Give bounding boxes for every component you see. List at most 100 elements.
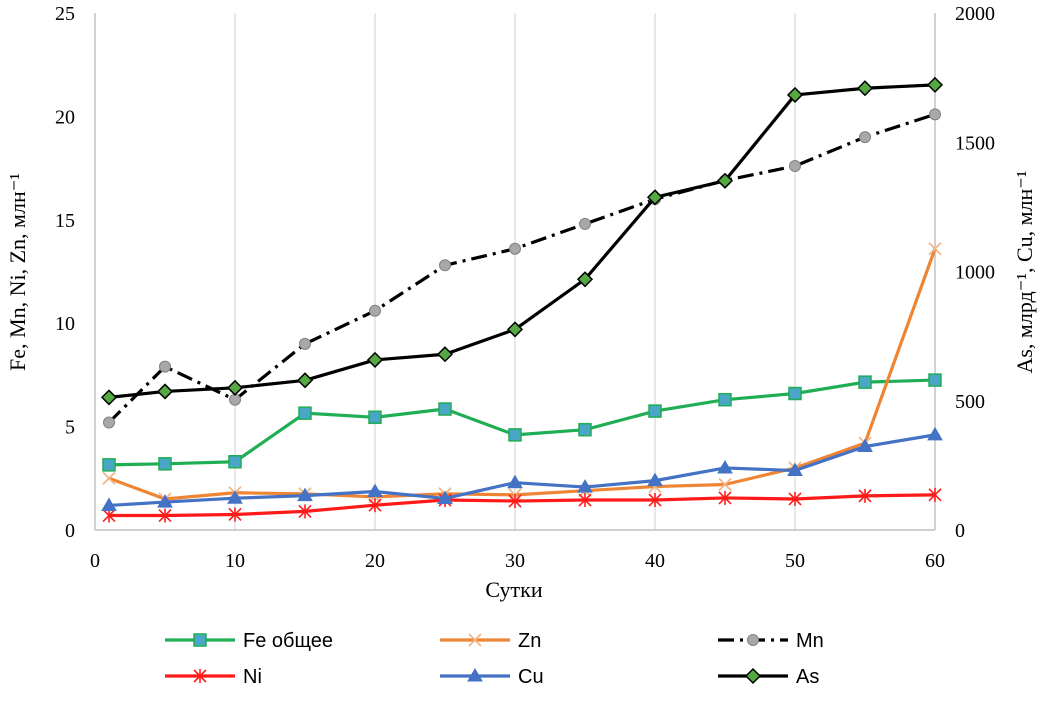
data-point-as xyxy=(100,389,118,406)
x-axis-title: Сутки xyxy=(485,577,542,602)
legend-marker-cu xyxy=(467,668,483,682)
data-point-cu xyxy=(647,472,663,487)
legend-marker-ni xyxy=(193,669,207,683)
legend-label-fe-общее: Fe общее xyxy=(243,630,333,652)
series-as xyxy=(100,76,944,406)
data-point-fe-общее xyxy=(928,373,942,387)
y-left-tick-label: 10 xyxy=(55,313,75,335)
data-point-cu xyxy=(927,426,943,441)
data-point-cu xyxy=(227,490,243,504)
data-point-mn xyxy=(579,217,591,230)
x-tick-label: 20 xyxy=(365,550,385,572)
data-point-fe-общее xyxy=(578,422,592,437)
y-left-tick-label: 20 xyxy=(55,106,75,128)
data-point-mn xyxy=(103,416,115,429)
legend-item-fe-общее: Fe общее xyxy=(165,630,333,652)
data-point-ni xyxy=(298,504,312,519)
data-point-fe-общее xyxy=(788,386,802,401)
y-axis-left-title: Fe, Mn, Ni, Zn, млн⁻¹ xyxy=(5,173,30,371)
data-point-fe-общее xyxy=(648,404,662,418)
y-left-tick-label: 5 xyxy=(65,417,75,439)
data-point-mn xyxy=(369,304,381,317)
legend-label-as: As xyxy=(796,666,819,688)
data-point-cu xyxy=(157,494,173,508)
data-point-ni xyxy=(228,507,242,522)
legend-label-zn: Zn xyxy=(518,630,541,652)
y-right-tick-label: 1500 xyxy=(955,132,995,154)
data-point-fe-общее xyxy=(858,375,872,389)
data-point-cu xyxy=(507,474,523,489)
legend-marker-as xyxy=(744,667,762,685)
data-point-fe-общее xyxy=(102,458,116,472)
data-point-ni xyxy=(718,490,732,505)
data-point-as xyxy=(226,379,244,396)
y-left-tick-label: 25 xyxy=(55,3,75,25)
data-point-cu xyxy=(437,490,453,504)
legend-item-zn: Zn xyxy=(440,630,541,652)
legend-marker-mn xyxy=(747,634,759,646)
data-point-fe-общее xyxy=(158,457,172,471)
legend-marker-zn xyxy=(468,633,482,647)
y-left-tick-label: 15 xyxy=(55,210,75,232)
data-point-fe-общее xyxy=(368,410,382,425)
data-point-ni xyxy=(158,508,172,523)
series-line-mn xyxy=(107,112,936,424)
data-point-fe-общее xyxy=(508,428,522,442)
data-point-mn xyxy=(859,131,871,144)
data-point-fe-общее xyxy=(718,392,732,407)
axes xyxy=(94,13,936,531)
y-right-tick-label: 0 xyxy=(955,520,965,542)
y-axis-right-title: As, млрд⁻¹, Cu, млн⁻¹ xyxy=(1012,170,1037,373)
data-point-cu xyxy=(367,483,383,497)
data-point-ni xyxy=(928,487,942,502)
data-point-zn xyxy=(718,477,732,492)
data-point-fe-общее xyxy=(438,402,452,416)
data-point-mn xyxy=(929,108,941,121)
data-point-ni xyxy=(578,493,592,508)
grid-lines xyxy=(234,13,796,530)
y-right-tick-label: 1000 xyxy=(955,262,995,284)
data-point-cu xyxy=(717,459,733,474)
legend-label-mn: Mn xyxy=(796,630,824,652)
data-point-ni xyxy=(788,491,802,506)
series-layer xyxy=(100,76,944,523)
series-line-as xyxy=(108,83,936,399)
series-fe-общее xyxy=(102,373,942,472)
x-tick-label: 0 xyxy=(90,550,100,572)
data-point-mn xyxy=(509,242,521,255)
y-left-tick-label: 0 xyxy=(65,520,75,542)
legend-item-mn: Mn xyxy=(718,630,824,652)
data-point-mn xyxy=(159,360,171,373)
data-point-as xyxy=(366,351,384,368)
data-point-fe-общее xyxy=(298,406,312,420)
tick-labels: 0 10 20 30 40 50 60 0 5 10 15 20 25 0 500 1000 1500 2000 xyxy=(55,3,995,572)
data-point-ni xyxy=(858,488,872,503)
data-point-zn xyxy=(928,242,942,256)
x-tick-label: 60 xyxy=(925,550,945,572)
data-point-as xyxy=(296,372,314,389)
y-right-tick-label: 2000 xyxy=(955,3,995,25)
data-point-as xyxy=(506,321,524,338)
data-point-ni xyxy=(368,498,382,513)
data-point-as xyxy=(576,271,594,288)
data-point-as xyxy=(786,86,804,104)
data-point-as xyxy=(926,76,944,93)
data-point-cu xyxy=(787,462,803,477)
legend: Fe общее Zn Mn Ni Cu As xyxy=(165,630,824,688)
data-point-cu xyxy=(101,497,117,511)
legend-marker-fe-общее xyxy=(193,633,207,647)
data-point-cu xyxy=(577,479,593,493)
legend-item-ni: Ni xyxy=(165,666,262,688)
data-point-cu xyxy=(297,487,313,502)
x-tick-label: 40 xyxy=(645,550,665,572)
data-point-mn xyxy=(299,337,311,350)
legend-item-cu: Cu xyxy=(440,666,544,688)
data-point-zn xyxy=(102,471,116,485)
data-point-as xyxy=(716,172,734,189)
series-cu xyxy=(101,426,943,511)
data-point-as xyxy=(646,189,664,206)
legend-label-cu: Cu xyxy=(518,666,544,688)
x-tick-label: 50 xyxy=(785,550,805,572)
data-point-fe-общее xyxy=(228,455,242,469)
